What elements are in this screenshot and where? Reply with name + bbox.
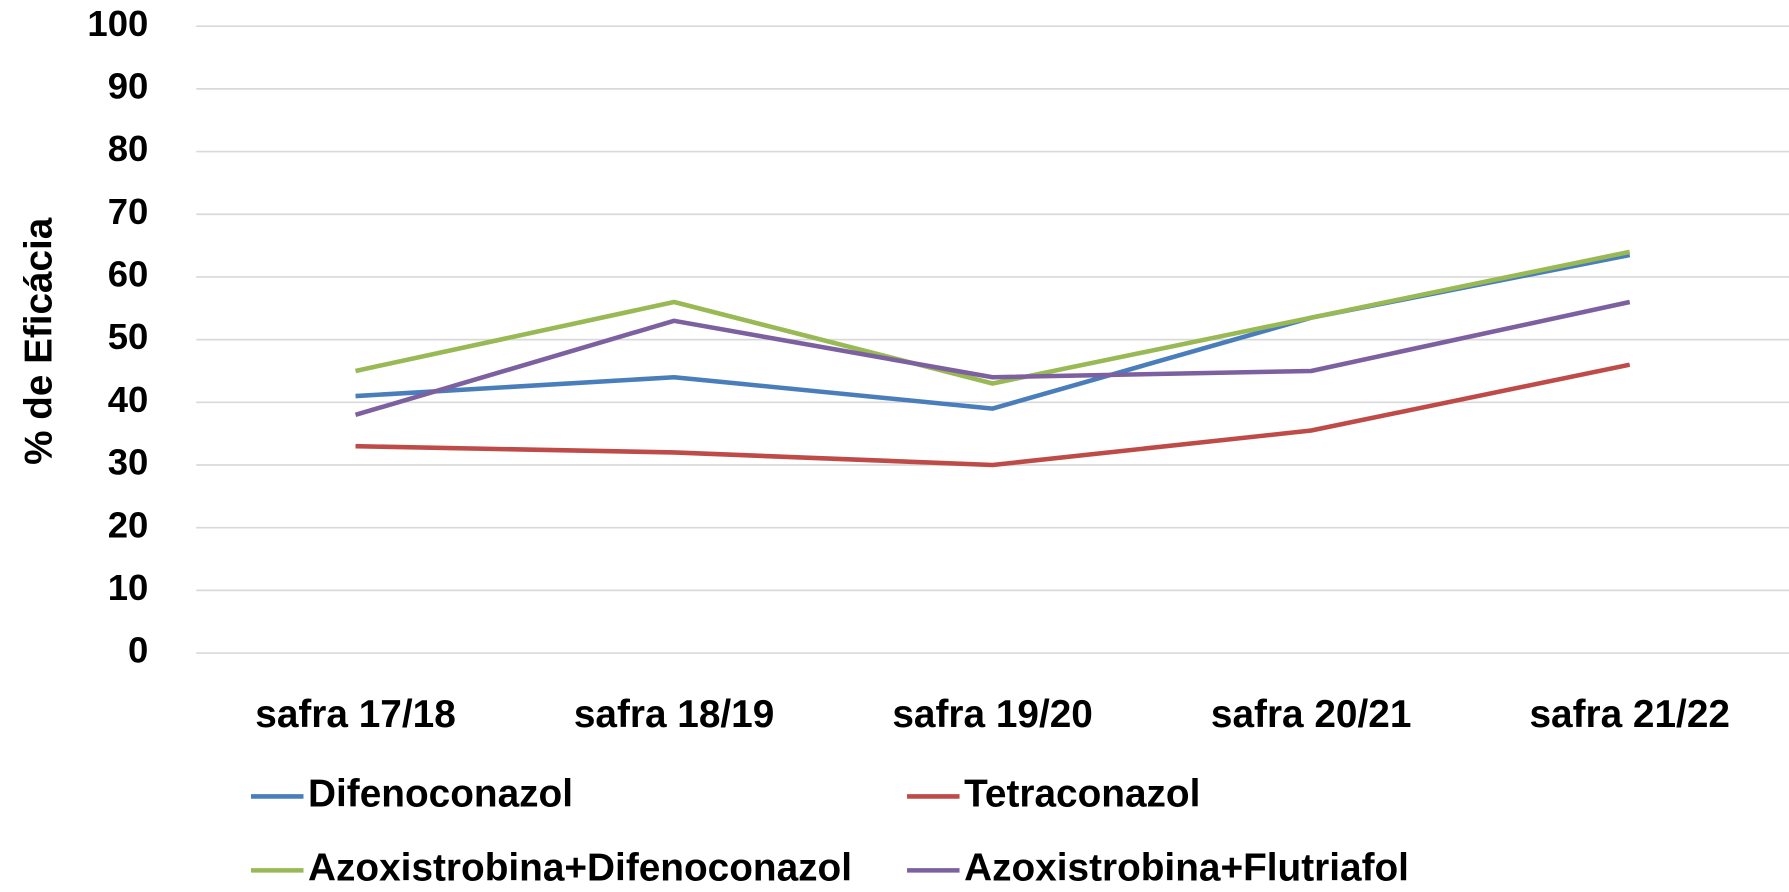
y-tick-label: 60 — [108, 254, 149, 295]
y-tick-label: 70 — [108, 191, 149, 232]
y-tick-label: 10 — [108, 567, 149, 608]
legend-label: Tetraconazol — [964, 773, 1200, 816]
legend-label: Difenoconazol — [308, 773, 573, 816]
x-tick-label: safra 20/21 — [1211, 693, 1411, 736]
y-tick-label: 20 — [108, 504, 149, 545]
x-tick-label: safra 17/18 — [255, 693, 455, 736]
series-line — [354, 299, 1631, 418]
y-tick-label: 90 — [108, 66, 149, 107]
legend-label: Azoxistrobina+Flutriafol — [964, 847, 1409, 890]
x-tick-label: safra 21/22 — [1529, 693, 1729, 736]
x-tick-label: safra 18/19 — [574, 693, 774, 736]
series-line — [355, 362, 1631, 468]
y-tick-label: 40 — [108, 379, 149, 420]
y-axis-label: % de Eficácia — [17, 217, 60, 465]
y-tick-label: 30 — [108, 442, 149, 483]
x-tick-label: safra 19/20 — [892, 693, 1092, 736]
y-tick-label: 100 — [87, 3, 148, 44]
y-tick-label: 80 — [108, 128, 149, 169]
y-tick-label: 0 — [128, 630, 148, 671]
y-tick-label: 50 — [108, 316, 149, 357]
series-line — [355, 249, 1631, 386]
legend-label: Azoxistrobina+Difenoconazol — [308, 847, 852, 890]
